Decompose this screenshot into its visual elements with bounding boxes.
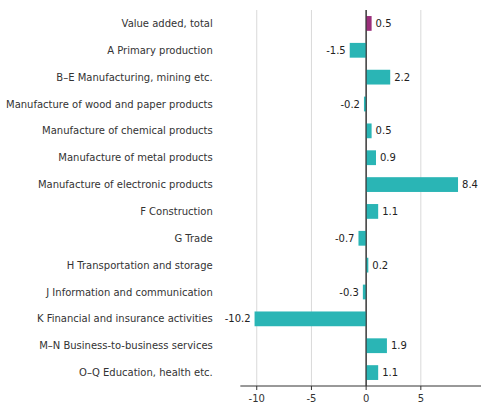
category-label: Manufacture of electronic products bbox=[38, 179, 213, 190]
grid-line bbox=[256, 10, 257, 386]
bar bbox=[358, 231, 366, 246]
category-label: Value added, total bbox=[122, 18, 213, 29]
category-label: Manufacture of chemical products bbox=[42, 125, 213, 136]
chart: 0.5 -1.5 2.2 -0.2 0.5 0.9 8.4 1.1 -0.7 0.2 -0.3 -10… bbox=[0, 0, 491, 416]
bar bbox=[350, 43, 366, 58]
data-label: -0.7 bbox=[335, 233, 355, 244]
data-label: 1.1 bbox=[382, 206, 398, 217]
category-label: Manufacture of metal products bbox=[58, 152, 212, 163]
grid-line bbox=[366, 10, 367, 386]
bar bbox=[366, 204, 378, 219]
category-label: M–N Business-to-business services bbox=[39, 340, 213, 351]
data-label: 0.9 bbox=[380, 152, 396, 163]
category-label: B–E Manufacturing, mining etc. bbox=[56, 72, 212, 83]
category-label: K Financial and insurance activities bbox=[37, 313, 213, 324]
data-label: -0.3 bbox=[339, 287, 359, 298]
tick bbox=[256, 386, 257, 390]
data-label: -10.2 bbox=[225, 313, 251, 324]
tick-label: 0 bbox=[363, 393, 369, 404]
y-axis: Value added, total A Primary production B–… bbox=[6, 18, 213, 378]
bar bbox=[366, 177, 458, 192]
tick-label: 5 bbox=[418, 393, 424, 404]
data-label: 0.5 bbox=[376, 125, 392, 136]
data-label: -1.5 bbox=[326, 45, 346, 56]
grid-line bbox=[311, 10, 312, 386]
data-label: 1.9 bbox=[391, 340, 407, 351]
data-label: 1.1 bbox=[382, 367, 398, 378]
grid-line bbox=[420, 10, 421, 386]
bar bbox=[366, 365, 378, 380]
category-label: J Information and communication bbox=[45, 287, 213, 298]
data-label: 2.2 bbox=[394, 72, 410, 83]
zero-line bbox=[366, 10, 367, 386]
bar bbox=[366, 70, 390, 85]
grid bbox=[257, 10, 421, 386]
category-label: O–Q Education, health etc. bbox=[79, 367, 213, 378]
bar bbox=[366, 338, 387, 353]
x-axis: -10 -5 0 5 bbox=[240, 386, 481, 404]
bar bbox=[366, 16, 371, 31]
tick bbox=[366, 386, 367, 390]
tick-label: -5 bbox=[306, 393, 316, 404]
tick-label: -10 bbox=[249, 393, 265, 404]
bar bbox=[366, 123, 371, 138]
data-labels: 0.5 -1.5 2.2 -0.2 0.5 0.9 8.4 1.1 -0.7 0.2 -0.3 -10… bbox=[225, 18, 478, 378]
data-label: 8.4 bbox=[462, 179, 478, 190]
data-label: 0.2 bbox=[372, 260, 388, 271]
category-label: H Transportation and storage bbox=[67, 260, 213, 271]
axis-line bbox=[240, 386, 481, 387]
tick bbox=[420, 386, 421, 390]
data-label: -0.2 bbox=[340, 99, 360, 110]
category-label: G Trade bbox=[174, 233, 212, 244]
category-label: F Construction bbox=[140, 206, 213, 217]
bar bbox=[255, 311, 367, 326]
bars bbox=[255, 16, 458, 380]
tick bbox=[311, 386, 312, 390]
bar bbox=[366, 150, 376, 165]
category-label: A Primary production bbox=[107, 45, 213, 56]
category-label: Manufacture of wood and paper products bbox=[6, 99, 213, 110]
data-label: 0.5 bbox=[376, 18, 392, 29]
